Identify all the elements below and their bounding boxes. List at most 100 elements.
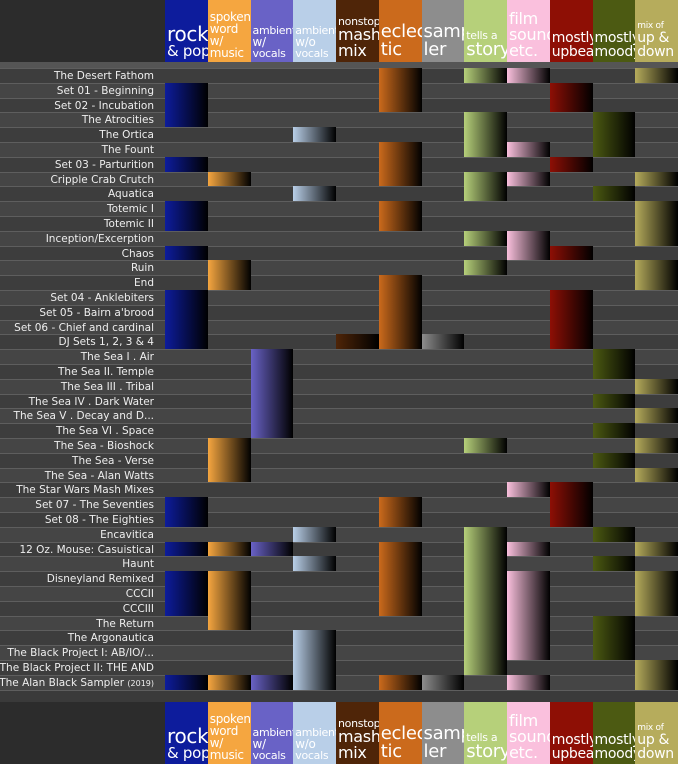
album-title[interactable]: Chaos [122,247,154,261]
tag-cell-eclectic [378,290,422,305]
album-title[interactable]: The Sea V . Decay and D... [14,409,154,423]
tag-cell-tells-story [464,127,507,142]
category-label-line: ambient [252,24,294,37]
category-label-line: spoken [209,712,251,726]
album-title[interactable]: The Black Project II: THE AND [0,661,154,675]
album-title-text: Disneyland Remixed [46,573,154,586]
tag-cell-ambient-no-vocals [293,186,336,202]
tag-cell-film-sound [507,600,550,616]
album-title[interactable]: The Atrocities [82,113,154,127]
album-title[interactable]: Set 02 - Incubation [54,99,154,113]
album-title[interactable]: Cripple Crab Crutch [50,173,154,187]
tag-cell-upbeat [549,334,593,350]
album-title-text: The Sea VI . Space [55,425,154,438]
category-eclectic: eclectic [378,702,422,764]
category-label-line: samp [423,723,465,744]
album-title[interactable]: 12 Oz. Mouse: Casuistical [19,543,154,557]
album-row: The Sea - Alan Watts [0,467,678,483]
album-title[interactable]: Encavitica [100,528,154,542]
tag-cell-spoken-word [207,467,251,483]
album-title[interactable]: Totemic I [107,202,154,216]
album-title[interactable]: Inception/Excerption [46,232,154,246]
tag-cell-rock-pop [165,512,208,527]
category-label-line: music [209,748,244,762]
album-title[interactable]: The Sea I . Air [81,350,154,364]
tag-cell-film-sound [507,645,550,660]
album-title[interactable]: Set 07 - The Seventies [35,498,154,512]
album-title[interactable]: End [134,276,154,290]
category-label-line: nonstop [338,717,379,730]
album-title[interactable]: Set 04 - Anklebiters [50,291,154,305]
tag-cell-tells-story [464,645,507,660]
album-title[interactable]: The Black Project I: AB/IO/... [7,646,154,660]
album-title[interactable]: The Ortica [99,128,154,142]
album-title[interactable]: The Fount [102,143,154,157]
tag-cell-ambient-vocals [250,541,294,557]
album-title-text: Set 01 - Beginning [56,84,154,97]
album-row: Inception/Excerption [0,230,678,246]
category-label-line: w/ [209,34,224,48]
category-label-line: etc. [509,743,538,762]
tag-cell-moody [592,364,636,379]
category-label-line: mix of [637,21,664,31]
album-title[interactable]: Totemic II [104,217,154,231]
album-row: Chaos [0,245,678,261]
album-title[interactable]: The Sea - Verse [72,454,154,468]
album-title[interactable]: Set 05 - Bairn a'brood [39,306,154,320]
album-title[interactable]: Aquatica [108,187,154,201]
album-title-text: Totemic II [103,218,154,230]
category-label-line: upbeat [551,746,593,762]
album-title[interactable]: DJ Sets 1, 2, 3 & 4 [58,335,154,349]
album-row: The Sea V . Decay and D... [0,408,678,424]
tag-cell-tells-story [464,586,507,601]
tag-cell-ambient-vocals [250,349,294,364]
tag-cell-moody [592,127,636,142]
album-title[interactable]: The Sea III . Tribal [61,380,154,394]
tag-cell-eclectic [378,201,422,216]
album-row: The Atrocities [0,112,678,128]
category-label-line: eclec [380,723,422,744]
category-header-bottom: rock & pop spoken word w/music ambient w/vocal… [0,702,678,764]
album-title[interactable]: The Star Wars Mash Mixes [16,483,154,497]
category-up-down: mix of up & down [635,0,678,62]
category-rock-pop: rock & pop [165,0,208,62]
tag-cell-spoken-word [207,615,251,631]
album-title[interactable]: Disneyland Remixed [47,572,154,586]
tag-cell-tells-story [464,230,507,246]
tag-cell-spoken-word [207,600,251,616]
album-title[interactable]: Set 06 - Chief and cardinal [14,321,154,335]
album-title[interactable]: Set 08 - The Eighties [45,513,154,527]
tag-cell-ambient-vocals [250,393,294,409]
album-title[interactable]: The Sea - Bioshock [54,439,154,453]
album-title[interactable]: The Argonautica [68,631,154,645]
album-title[interactable]: CCCII [126,587,154,601]
tag-cell-rock-pop [165,290,208,305]
tag-cell-eclectic [378,97,422,113]
album-title[interactable]: The Sea IV . Dark Water [29,395,154,409]
album-title[interactable]: The Return [96,617,154,631]
tag-cell-rock-pop [165,541,208,557]
album-title[interactable]: The Sea - Alan Watts [45,469,154,483]
album-title[interactable]: Haunt [122,557,154,571]
category-label-line: story [466,39,507,60]
album-title[interactable]: The Sea II. Temple [58,365,154,379]
album-title[interactable]: The Desert Fathom [54,69,154,83]
tag-cell-moody [592,186,636,202]
album-title-text: Set 05 - Bairn a'brood [39,306,154,319]
tag-cell-rock-pop [165,600,208,616]
tag-cell-eclectic [378,171,422,187]
album-title[interactable]: The Alan Black Sampler (2019) [0,676,154,690]
album-title[interactable]: Set 01 - Beginning [57,84,154,98]
category-label-line: vocals [252,47,286,60]
tag-cell-eclectic [378,68,422,83]
album-title[interactable]: Ruin [131,261,154,275]
album-title[interactable]: The Sea VI . Space [56,424,154,438]
album-row: Set 03 - Parturition [0,156,678,172]
album-title[interactable]: CCCIII [123,602,154,616]
album-row: The Sea VI . Space [0,423,678,438]
album-title-text: Inception/Excerption [45,232,154,245]
album-row: DJ Sets 1, 2, 3 & 4 [0,334,678,350]
category-label-line: tic [380,39,402,60]
tag-cell-tells-story [464,541,507,557]
album-title[interactable]: Set 03 - Parturition [55,158,154,172]
